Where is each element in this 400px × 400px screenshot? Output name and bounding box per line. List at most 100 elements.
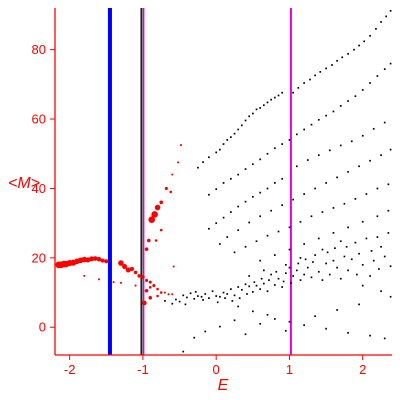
data-point-black (222, 182, 225, 184)
data-point-red (100, 258, 105, 263)
data-point-black (226, 236, 229, 238)
data-point-black (361, 89, 364, 91)
data-point-red (154, 239, 158, 242)
data-point-black (306, 266, 309, 269)
data-point-black (281, 143, 284, 145)
data-point-black (378, 268, 380, 270)
data-point-black (288, 320, 291, 323)
data-point-red (171, 173, 174, 176)
data-point-black (222, 143, 225, 145)
data-point-red (122, 263, 128, 270)
data-point-black (309, 78, 311, 81)
data-point-black (281, 177, 284, 180)
data-point-black (244, 168, 247, 170)
data-point-black (332, 110, 335, 113)
data-point-black (266, 152, 269, 155)
data-point-black (387, 232, 390, 234)
data-point-black (369, 34, 371, 37)
data-point-black (284, 263, 287, 266)
data-point-black (273, 182, 276, 184)
data-point-black (260, 277, 263, 280)
data-point-black (336, 59, 338, 62)
data-point-black (303, 193, 305, 195)
data-point-red (118, 260, 124, 266)
data-point-black (255, 108, 258, 111)
data-point-black (387, 183, 390, 186)
data-point-black (376, 187, 379, 190)
data-point-black (358, 44, 360, 47)
data-point-red (137, 274, 142, 278)
y-tick-label: 80 (32, 42, 46, 57)
data-point-black (288, 248, 291, 251)
data-point-black (253, 281, 256, 284)
data-point-black (233, 319, 236, 322)
data-point-black (365, 237, 368, 240)
data-point-black (219, 243, 221, 245)
data-point-black (237, 305, 240, 308)
data-point-black (200, 295, 203, 298)
data-point-red (159, 228, 163, 232)
data-point-black (297, 87, 300, 89)
y-axis-label: <M> (8, 175, 40, 192)
data-point-red (129, 266, 134, 271)
data-point-black (310, 215, 313, 218)
data-point-black (284, 329, 287, 332)
data-point-black (178, 300, 181, 303)
data-point-black (376, 75, 379, 77)
data-point-black (281, 204, 284, 206)
data-point-red (148, 216, 156, 223)
data-point-black (224, 297, 226, 299)
data-point-black (226, 139, 229, 141)
data-point-black (310, 276, 313, 279)
data-point-black (319, 71, 322, 73)
data-point-red (148, 286, 152, 289)
data-point-black (299, 279, 302, 281)
data-point-black (389, 62, 392, 65)
data-point-black (380, 245, 382, 248)
data-point-black (164, 300, 166, 302)
data-point-black (226, 293, 229, 295)
data-point-red (177, 161, 180, 164)
data-point-black (304, 258, 307, 261)
data-point-black (248, 275, 251, 277)
data-point-black (290, 282, 292, 284)
x-tick-label: 2 (359, 362, 366, 377)
data-point-red (159, 200, 164, 205)
data-point-black (193, 336, 196, 339)
data-point-black (361, 284, 364, 287)
data-point-red (119, 281, 122, 284)
data-point-red (92, 256, 98, 261)
data-point-black (244, 283, 247, 286)
data-point-black (277, 277, 280, 280)
y-tick-label: 0 (39, 320, 46, 335)
black-point-series (164, 9, 392, 353)
data-point-black (246, 293, 248, 295)
data-point-red (125, 267, 131, 273)
data-point-black (292, 91, 294, 94)
data-point-black (230, 211, 232, 213)
data-point-black (350, 140, 353, 143)
data-point-black (361, 134, 364, 137)
data-point-black (336, 309, 338, 311)
data-point-black (197, 295, 199, 297)
vertical-lines (107, 8, 292, 355)
data-point-black (369, 275, 371, 277)
data-point-black (369, 159, 371, 162)
data-point-black (266, 290, 269, 293)
data-point-black (339, 277, 342, 280)
data-point-black (171, 302, 174, 305)
data-point-black (350, 258, 353, 261)
data-point-black (255, 240, 258, 243)
data-point-black (325, 262, 327, 265)
data-point-black (252, 291, 254, 293)
data-point-black (248, 285, 251, 288)
data-point-red (163, 291, 166, 294)
data-point-black (237, 128, 240, 131)
data-point-red (146, 238, 151, 243)
red-point-series (55, 144, 183, 306)
data-point-black (244, 245, 247, 248)
data-point-black (208, 156, 210, 159)
data-point-black (331, 64, 333, 66)
